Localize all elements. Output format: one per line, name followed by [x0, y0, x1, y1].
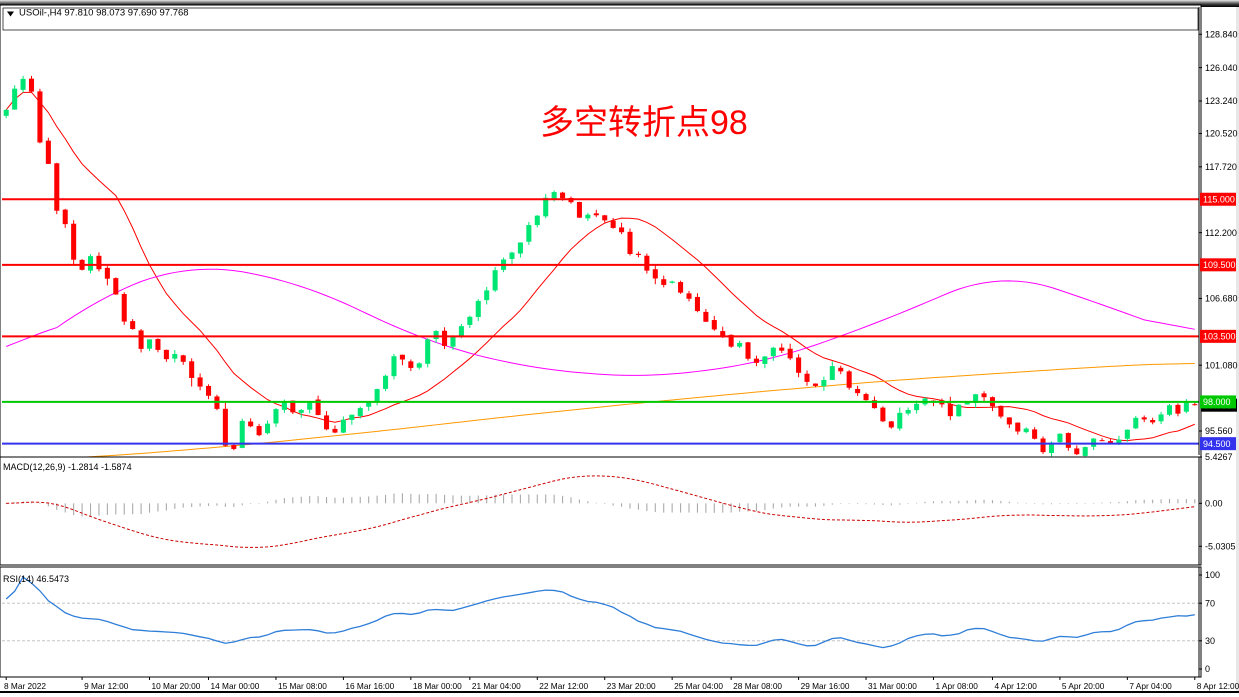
svg-text:4 Apr 12:00: 4 Apr 12:00 [994, 681, 1037, 691]
svg-text:103.500: 103.500 [1203, 332, 1236, 342]
svg-text:14 Mar 00:00: 14 Mar 00:00 [211, 681, 260, 691]
svg-text:95.560: 95.560 [1205, 426, 1233, 436]
svg-text:22 Mar 12:00: 22 Mar 12:00 [539, 681, 588, 691]
svg-text:5.4267: 5.4267 [1205, 452, 1233, 462]
svg-text:1 Apr 08:00: 1 Apr 08:00 [935, 681, 978, 691]
svg-text:25 Mar 04:00: 25 Mar 04:00 [674, 681, 723, 691]
svg-text:112.200: 112.200 [1205, 228, 1237, 238]
svg-text:7 Apr 04:00: 7 Apr 04:00 [1129, 681, 1172, 691]
svg-text:128.840: 128.840 [1205, 29, 1238, 39]
svg-text:18 Mar 00:00: 18 Mar 00:00 [413, 681, 462, 691]
svg-text:15 Mar 08:00: 15 Mar 08:00 [278, 681, 327, 691]
svg-text:多空转折点98: 多空转折点98 [540, 104, 748, 142]
svg-text:23 Mar 20:00: 23 Mar 20:00 [607, 681, 656, 691]
svg-text:100: 100 [1205, 570, 1220, 580]
svg-text:9 Mar 12:00: 9 Mar 12:00 [84, 681, 129, 691]
svg-text:29 Mar 16:00: 29 Mar 16:00 [801, 681, 850, 691]
svg-text:-5.0305: -5.0305 [1205, 541, 1236, 551]
svg-text:126.040: 126.040 [1205, 63, 1238, 73]
svg-text:120.520: 120.520 [1205, 129, 1238, 139]
svg-text:94.500: 94.500 [1203, 439, 1231, 449]
svg-text:117.720: 117.720 [1205, 162, 1237, 172]
svg-text:28 Mar 08:00: 28 Mar 08:00 [733, 681, 782, 691]
svg-text:98.000: 98.000 [1203, 397, 1231, 407]
svg-text:115.000: 115.000 [1203, 194, 1235, 204]
svg-text:5 Apr 20:00: 5 Apr 20:00 [1062, 681, 1105, 691]
svg-text:16 Mar 16:00: 16 Mar 16:00 [345, 681, 394, 691]
svg-text:USOil-,H4 97.810 98.073 97.69: USOil-,H4 97.810 98.073 97.690 97.768 [19, 8, 189, 19]
svg-text:109.500: 109.500 [1203, 260, 1236, 270]
svg-text:MACD(12,26,9) -1.2814 -1.5874: MACD(12,26,9) -1.2814 -1.5874 [3, 462, 132, 472]
svg-text:101.080: 101.080 [1205, 360, 1238, 370]
svg-text:123.240: 123.240 [1205, 96, 1238, 106]
svg-text:31 Mar 00:00: 31 Mar 00:00 [868, 681, 917, 691]
svg-text:30: 30 [1205, 636, 1215, 646]
svg-text:70: 70 [1205, 598, 1215, 608]
svg-text:21 Mar 04:00: 21 Mar 04:00 [472, 681, 521, 691]
svg-text:106.680: 106.680 [1205, 294, 1238, 304]
svg-text:0: 0 [1205, 664, 1210, 674]
svg-text:8 Mar 2022: 8 Mar 2022 [4, 681, 46, 691]
svg-text:RSI(14) 46.5473: RSI(14) 46.5473 [3, 574, 69, 584]
svg-text:8 Apr 12:00: 8 Apr 12:00 [1197, 681, 1239, 691]
svg-text:10 Mar 20:00: 10 Mar 20:00 [152, 681, 201, 691]
svg-text:0.00: 0.00 [1205, 499, 1223, 509]
